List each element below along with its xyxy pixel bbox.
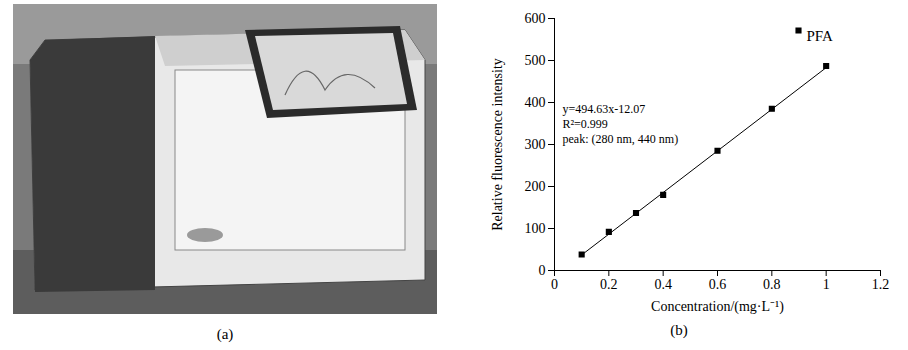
svg-text:300: 300 [525,137,546,152]
svg-text:0: 0 [551,277,558,292]
svg-text:PFA: PFA [807,28,834,44]
svg-text:500: 500 [525,53,546,68]
svg-text:100: 100 [525,221,546,236]
svg-text:0.2: 0.2 [600,277,618,292]
svg-text:Concentration/(mg·L⁻¹): Concentration/(mg·L⁻¹) [651,299,784,315]
svg-text:R²=0.999: R²=0.999 [563,117,608,131]
svg-text:600: 600 [525,11,546,26]
svg-text:0.8: 0.8 [763,277,781,292]
svg-text:peak: (280 nm, 440 nm): peak: (280 nm, 440 nm) [563,132,679,146]
svg-text:0.4: 0.4 [654,277,672,292]
svg-text:0: 0 [539,263,546,278]
svg-text:200: 200 [525,179,546,194]
svg-text:Relative fluorescence intensit: Relative fluorescence intensity [490,58,505,231]
svg-text:0.6: 0.6 [709,277,727,292]
svg-text:400: 400 [525,95,546,110]
svg-text:1: 1 [823,277,830,292]
html-text:(b): (b) [670,322,688,338]
svg-text:1.2: 1.2 [872,277,890,292]
html-text:(a): (a) [216,326,234,342]
svg-text:y=494.63x-12.07: y=494.63x-12.07 [563,102,646,116]
